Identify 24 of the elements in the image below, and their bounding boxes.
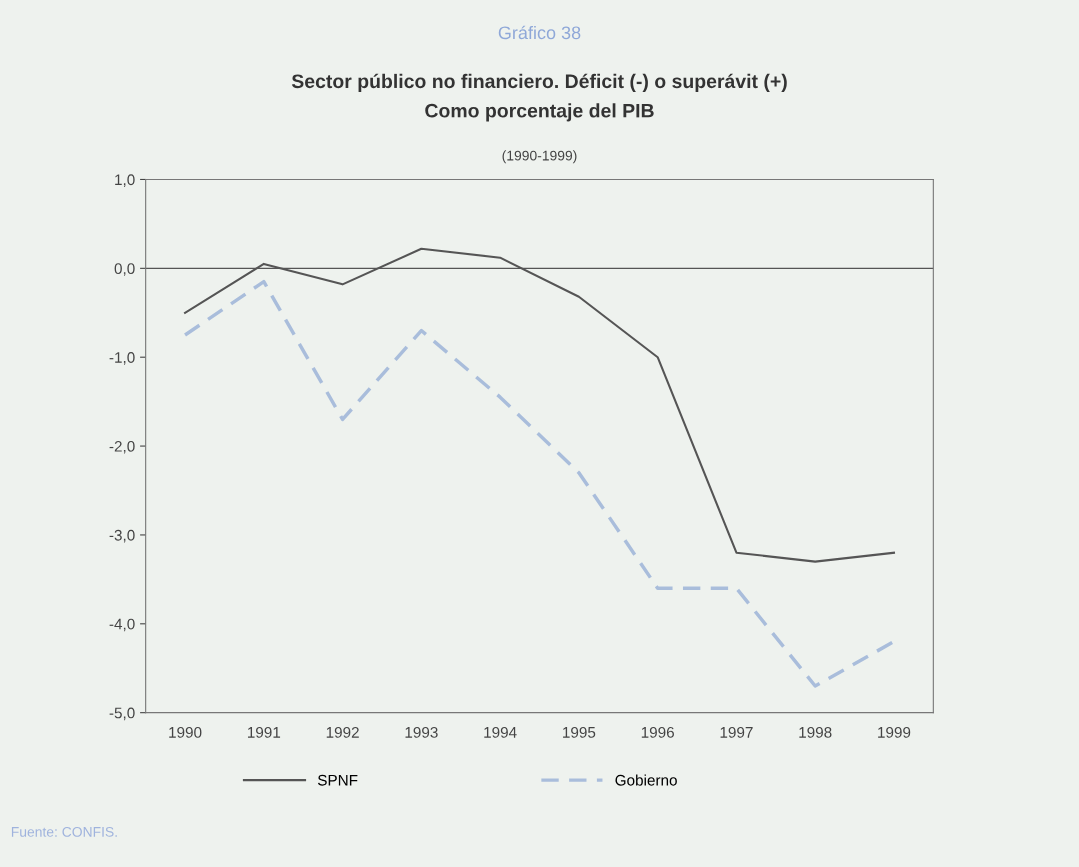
y-tick-label: -2,0 bbox=[109, 440, 135, 454]
text: (1990-1999) bbox=[502, 150, 577, 164]
legend-label: Gobierno bbox=[615, 774, 677, 786]
x-tick-label: 1992 bbox=[326, 726, 359, 738]
y-tick-label: -5,0 bbox=[109, 707, 135, 721]
x-tick-label: 1997 bbox=[720, 726, 753, 738]
x-tick-label: 1999 bbox=[878, 726, 911, 738]
source-note: Fuente: CONFIS. bbox=[11, 826, 117, 837]
chart-subtitle: Sector público no financiero. Déficit (-) o superávit (+) Como porcentaje del PIB bbox=[291, 73, 787, 122]
y-tick-label: -1,0 bbox=[109, 352, 135, 365]
x-tick-label: 1991 bbox=[247, 726, 281, 738]
y-tick-label: -4,0 bbox=[109, 618, 135, 632]
x-tick-label: 1995 bbox=[563, 726, 596, 738]
x-tick-label: 1990 bbox=[169, 726, 202, 738]
x-tick-label: 1998 bbox=[799, 726, 832, 738]
chart-title: Gráfico 38 bbox=[498, 25, 581, 40]
y-tick-label: 0,0 bbox=[114, 263, 135, 276]
line-series bbox=[183, 279, 896, 688]
x-tick-label: 1994 bbox=[484, 726, 517, 738]
y-tick-label: 1,0 bbox=[115, 174, 135, 187]
x-tick-label: 1996 bbox=[641, 726, 674, 738]
x-tick-label: 1993 bbox=[405, 726, 438, 738]
legend-label: SPNF bbox=[317, 774, 358, 786]
y-tick-label: -3,0 bbox=[109, 529, 135, 543]
